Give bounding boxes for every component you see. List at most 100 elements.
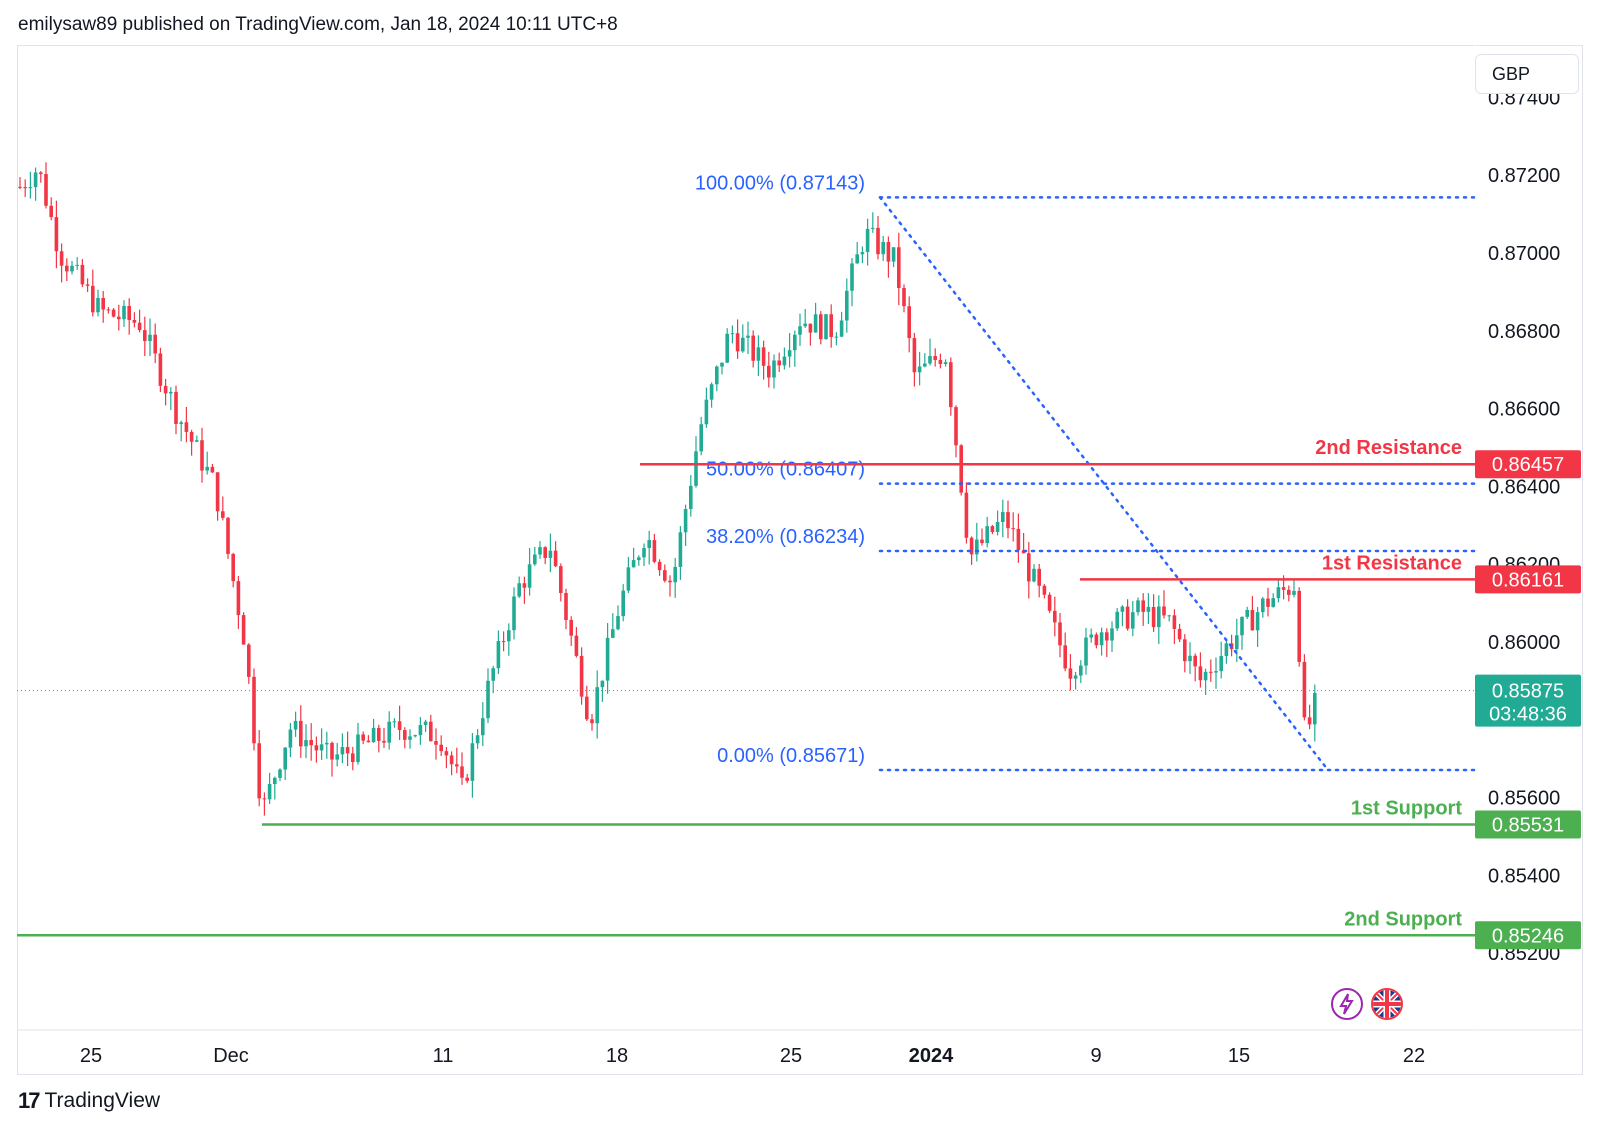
candle-body [293, 720, 298, 730]
candle-body [611, 629, 615, 638]
candle-body [1099, 632, 1104, 646]
candle-body [122, 305, 126, 320]
candle-body [340, 747, 345, 755]
candle-body [226, 517, 230, 554]
candle-body [283, 747, 287, 770]
candle-body [96, 297, 100, 313]
candle-body [975, 539, 979, 555]
candle-body [709, 384, 714, 400]
candle-body [1105, 632, 1109, 641]
candle-body [772, 360, 776, 378]
candle-body [1136, 600, 1140, 613]
candle-body [652, 540, 657, 562]
candle-body [1125, 606, 1130, 629]
candle-body [1110, 628, 1114, 641]
candle-body [735, 333, 740, 352]
candle-body [1188, 655, 1192, 662]
candle-body [1240, 616, 1244, 636]
candle-body [496, 641, 501, 669]
candle-body [1235, 635, 1239, 650]
candle-body [761, 347, 766, 366]
candle-body [351, 753, 355, 763]
candle-body [54, 217, 59, 252]
candle-body [949, 362, 953, 408]
candle-body [1151, 606, 1156, 628]
candle-body [257, 743, 261, 799]
candle-body [371, 727, 376, 743]
candle-body [28, 187, 33, 189]
candle-body [1042, 585, 1047, 595]
candle-body [345, 747, 350, 754]
level-price-value: 0.86161 [1492, 569, 1564, 591]
fib-level-label: 50.00% (0.86407) [706, 459, 865, 481]
candle-body [143, 330, 147, 342]
chart-frame [17, 45, 1583, 1075]
candle-body [782, 356, 787, 366]
uk-flag-icon[interactable] [1371, 988, 1403, 1020]
candle-body [756, 347, 761, 361]
candle-body [319, 744, 324, 751]
candle-body [184, 422, 189, 432]
y-tick-label: 0.86800 [1488, 321, 1560, 343]
candle-body [990, 526, 995, 532]
candle-body [1183, 639, 1187, 662]
candle-body [1292, 590, 1296, 595]
candle-body [314, 745, 319, 751]
level-label: 1st Resistance [1322, 552, 1462, 574]
candle-body [985, 526, 989, 544]
candle-body [189, 431, 194, 442]
candle-body [871, 227, 875, 229]
candle-body [663, 570, 667, 581]
candle-body [704, 399, 709, 425]
candle-body [725, 333, 729, 363]
candle-body [455, 764, 459, 767]
footer-brand[interactable]: 17 TradingView [18, 1088, 160, 1114]
candle-body [579, 655, 584, 697]
lightning-icon[interactable] [1331, 988, 1363, 1020]
candle-body [1006, 512, 1010, 529]
candle-body [153, 334, 157, 354]
candle-body [715, 366, 719, 385]
candle-body [574, 635, 579, 656]
candle-body [694, 451, 698, 486]
candle-body [907, 306, 911, 339]
y-tick-label: 0.87000 [1488, 243, 1560, 265]
candle-body [470, 743, 475, 781]
candle-body [387, 721, 391, 743]
candle-body [512, 596, 516, 631]
candle-body [741, 337, 745, 352]
candle-body [751, 335, 755, 361]
candle-body [262, 798, 267, 800]
candle-body [845, 290, 849, 321]
candle-body [673, 566, 677, 583]
candle-body [720, 362, 724, 367]
candle-body [865, 228, 870, 253]
level-label: 1st Support [1351, 797, 1462, 819]
publisher-header: emilysaw89 published on TradingView.com,… [18, 14, 618, 35]
candle-body [689, 485, 693, 510]
candle-body [793, 334, 797, 351]
candle-body [605, 637, 610, 681]
candle-body [585, 696, 589, 720]
candle-body [538, 547, 542, 555]
candle-body [819, 314, 823, 340]
candle-body [1281, 587, 1286, 590]
candle-body [787, 350, 792, 357]
candle-body [236, 581, 241, 616]
candle-body [590, 719, 594, 724]
candle-body [1073, 675, 1078, 679]
y-tick-label: 0.86000 [1488, 632, 1560, 654]
currency-button[interactable]: GBP [1475, 54, 1579, 94]
candle-body [460, 766, 464, 778]
current-price-tag [1475, 674, 1581, 727]
candle-body [137, 322, 142, 331]
candle-body [1276, 587, 1281, 599]
footer-brand-text: TradingView [44, 1089, 161, 1112]
fib-level-label: 38.20% (0.86234) [706, 526, 865, 548]
candle-body [304, 740, 308, 747]
candle-body [299, 720, 303, 747]
candle-body [1224, 643, 1229, 657]
candle-body [938, 359, 943, 364]
fib-level-label: 100.00% (0.87143) [695, 172, 865, 194]
